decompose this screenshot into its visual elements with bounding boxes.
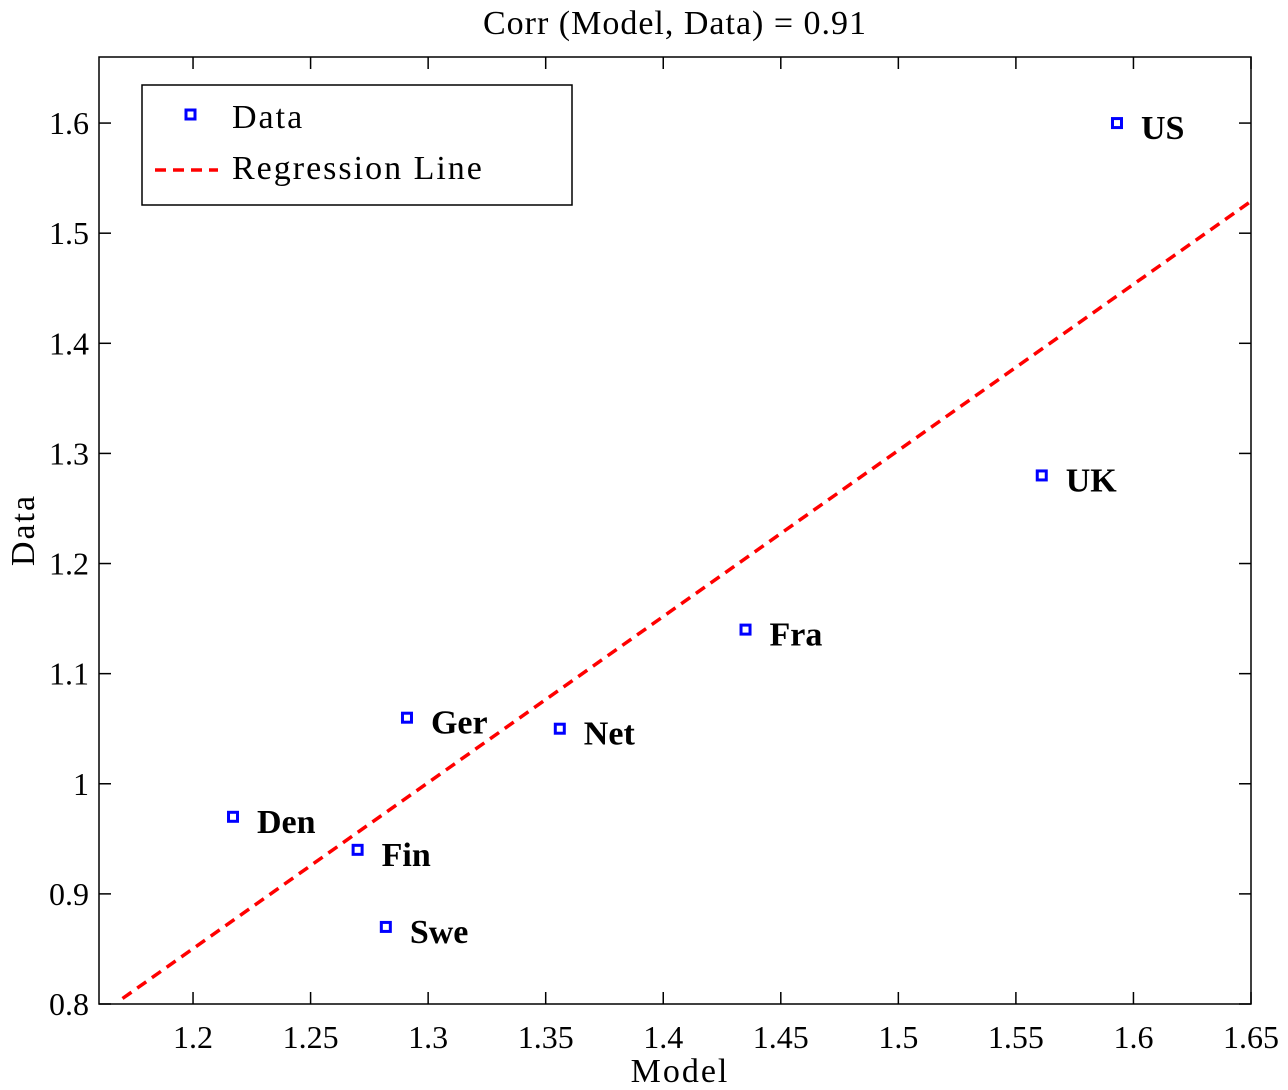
data-point-net	[553, 722, 566, 735]
x-tick-label: 1.5	[878, 1019, 918, 1055]
y-axis-label: Data	[5, 494, 42, 566]
data-point-fra	[739, 623, 752, 636]
data-point-label-swe: Swe	[410, 914, 469, 951]
data-point-us	[1110, 117, 1123, 130]
x-axis-label: Model	[631, 1053, 730, 1090]
y-tick-label: 1.1	[49, 656, 89, 692]
legend: Data Regression Line	[141, 84, 573, 206]
x-tick-label: 1.55	[988, 1019, 1044, 1055]
x-tick-label: 1.25	[283, 1019, 339, 1055]
y-tick-label: 1.6	[49, 105, 89, 141]
legend-label-data: Data	[232, 99, 304, 136]
x-tick-label: 1.2	[173, 1019, 213, 1055]
data-point-fin	[351, 843, 364, 856]
regression-line	[121, 199, 1253, 1000]
x-tick-label: 1.4	[643, 1019, 683, 1055]
y-tick-label: 1.4	[49, 325, 89, 361]
y-tick-label: 1	[73, 766, 89, 802]
axes-frame	[98, 56, 1252, 1005]
legend-box	[141, 84, 573, 206]
data-point-label-fra: Fra	[770, 617, 823, 654]
x-tick-label: 1.35	[518, 1019, 574, 1055]
legend-label-regression: Regression Line	[232, 150, 484, 187]
plot-area: 1.2 1.25 1.3 1.35 1.4 1.45 1.5 1.55 1.6 1.65 0.8 0.…	[49, 56, 1279, 1055]
y-tick-label: 1.2	[49, 546, 89, 582]
x-tick-label: 1.45	[753, 1019, 809, 1055]
data-point-label-fin: Fin	[382, 837, 431, 874]
chart-title: Corr (Model, Data) = 0.91	[483, 5, 867, 42]
x-tick-label: 1.65	[1223, 1019, 1279, 1055]
legend-marker-data	[184, 108, 197, 121]
data-point-label-net: Net	[584, 716, 636, 753]
data-point-den	[227, 810, 240, 823]
x-tick-label: 1.6	[1113, 1019, 1153, 1055]
data-point-swe	[379, 920, 392, 933]
data-point-label-uk: UK	[1066, 462, 1118, 499]
y-tick-label: 0.8	[49, 986, 89, 1022]
data-point-ger	[400, 711, 413, 724]
y-tick-label: 1.5	[49, 215, 89, 251]
data-point-label-den: Den	[257, 804, 316, 841]
data-point-label-ger: Ger	[431, 705, 488, 742]
x-tick-label: 1.3	[408, 1019, 448, 1055]
y-tick-label: 0.9	[49, 876, 89, 912]
y-tick-label: 1.3	[49, 435, 89, 471]
data-point-uk	[1035, 469, 1048, 482]
data-point-label-us: US	[1141, 110, 1184, 147]
